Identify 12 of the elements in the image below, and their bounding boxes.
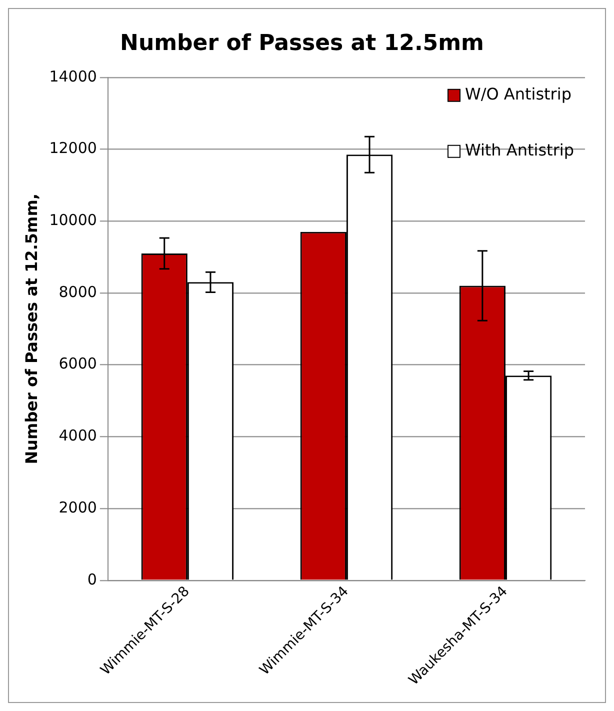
y-tick-label: 6000 bbox=[58, 354, 97, 373]
y-axis-title: Number of Passes at 12.5mm, bbox=[22, 194, 41, 464]
legend-label: W/O Antistrip bbox=[464, 84, 572, 104]
y-tick-label: 4000 bbox=[58, 426, 97, 445]
y-tick-label: 8000 bbox=[58, 282, 97, 301]
chart-title: Number of Passes at 12.5mm bbox=[120, 30, 484, 56]
legend-label: With Antistrip bbox=[464, 140, 574, 160]
y-tick-label: 2000 bbox=[58, 498, 97, 516]
y-tick-label: 10000 bbox=[49, 211, 97, 229]
y-tick-label: 0 bbox=[87, 570, 97, 588]
y-tick-label: 12000 bbox=[49, 139, 97, 158]
y-tick-label: 14000 bbox=[49, 67, 97, 86]
